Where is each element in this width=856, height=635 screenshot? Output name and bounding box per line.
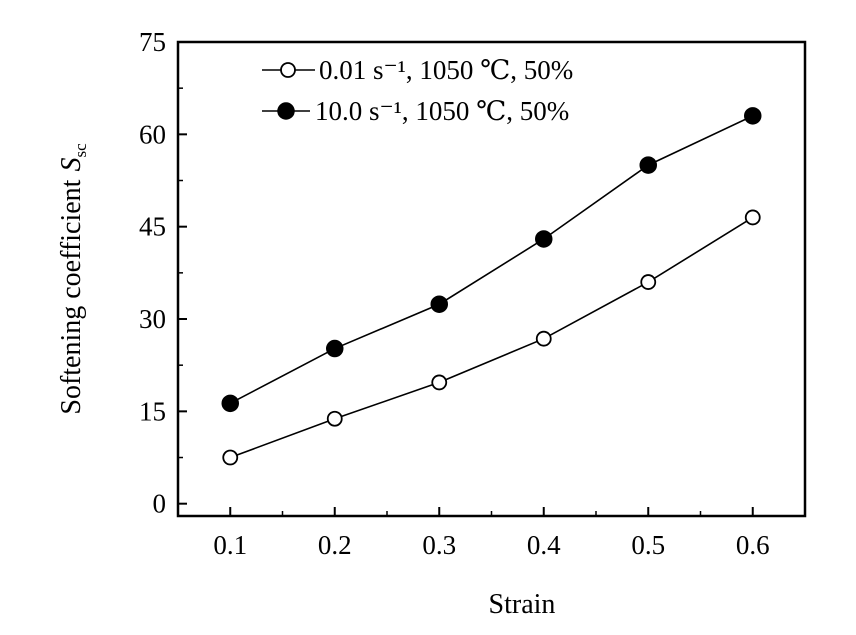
legend-label-1: 10.0 s⁻¹, 1050 ℃, 50% — [315, 96, 569, 126]
series-line-0 — [229, 216, 754, 459]
x-tick-label: 0.1 — [213, 530, 247, 560]
x-tick-label: 0.3 — [422, 530, 456, 560]
y-tick-label: 15 — [139, 396, 166, 426]
legend-entry-0: 0.01 s⁻¹, 1050 ℃, 50% — [262, 55, 573, 85]
legend: 0.01 s⁻¹, 1050 ℃, 50% 10.0 s⁻¹, 1050 ℃, … — [262, 55, 573, 126]
x-tick-label: 0.4 — [527, 530, 561, 560]
y-tick-label: 75 — [139, 27, 166, 57]
legend-entry-1: 10.0 s⁻¹, 1050 ℃, 50% — [262, 96, 569, 126]
x-tick-label: 0.5 — [631, 530, 665, 560]
legend-marker-0 — [280, 62, 296, 78]
data-point — [222, 449, 239, 466]
legend-marker-1 — [277, 102, 295, 120]
y-axis-title-subscript: sc — [71, 143, 90, 158]
y-axis-title-symbol: S — [56, 158, 87, 172]
data-point — [221, 394, 239, 413]
data-point — [326, 410, 343, 427]
y-tick-label: 60 — [139, 119, 166, 149]
data-point — [431, 374, 448, 391]
data-point — [744, 107, 762, 125]
series-0 — [222, 209, 761, 466]
data-point — [535, 330, 552, 347]
data-point — [326, 339, 344, 358]
tick-labels: 0.1 0.2 0.3 0.4 0.5 0.6 0 15 30 45 60 75 — [139, 27, 770, 560]
series-layer — [221, 107, 762, 466]
data-point — [535, 230, 553, 248]
axis-ticks — [178, 41, 754, 516]
data-point — [430, 295, 448, 313]
x-axis-title: Strain — [489, 589, 556, 620]
y-axis-title: Softening coefficient Ssc — [56, 143, 90, 415]
y-tick-label: 0 — [153, 489, 167, 519]
legend-label-0: 0.01 s⁻¹, 1050 ℃, 50% — [319, 55, 573, 85]
x-tick-label: 0.6 — [736, 530, 770, 560]
data-point — [640, 274, 657, 290]
y-tick-label: 45 — [139, 212, 166, 242]
data-point — [744, 209, 761, 226]
x-tick-label: 0.2 — [318, 530, 352, 560]
series-1 — [221, 107, 762, 413]
series-line-1 — [229, 115, 754, 405]
data-point — [639, 156, 657, 174]
y-tick-label: 30 — [139, 304, 166, 334]
y-axis-title-text: Softening coefficient — [56, 179, 87, 414]
